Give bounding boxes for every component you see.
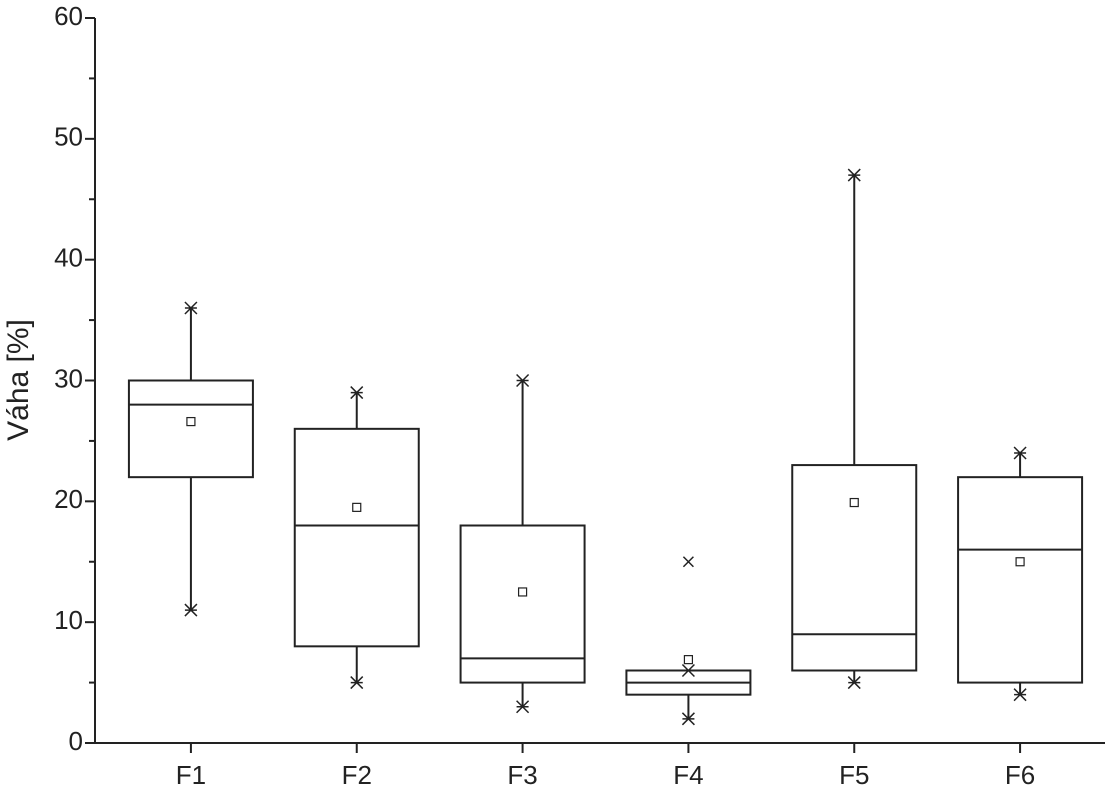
- mean: [849, 497, 859, 508]
- max-marker: [350, 386, 364, 400]
- y-tick-label: 20: [54, 484, 83, 514]
- box: [957, 476, 1084, 684]
- min-marker: [1013, 688, 1027, 702]
- max-marker: [184, 301, 198, 315]
- mean: [1015, 557, 1025, 567]
- outlier: [682, 556, 694, 568]
- x-tick-label: F1: [176, 760, 206, 790]
- box: [127, 379, 254, 479]
- box: [791, 464, 918, 672]
- min-marker: [681, 712, 695, 726]
- max-marker: [1013, 446, 1027, 460]
- x-tick-label: F5: [839, 760, 869, 790]
- box: [459, 524, 586, 684]
- mean: [352, 502, 362, 512]
- min-marker: [516, 700, 530, 714]
- y-tick-label: 60: [54, 1, 83, 31]
- max-marker: [681, 663, 695, 678]
- max-marker: [516, 373, 530, 388]
- box: [293, 427, 420, 648]
- mean: [517, 587, 528, 597]
- mean: [186, 416, 196, 427]
- y-tick-label: 0: [69, 726, 83, 756]
- x-tick-label: F4: [673, 760, 703, 790]
- mean: [683, 655, 694, 665]
- y-axis-label: Váha [%]: [2, 319, 35, 441]
- x-tick-label: F3: [507, 760, 537, 790]
- y-tick-label: 10: [54, 605, 83, 635]
- x-tick-label: F2: [342, 760, 372, 790]
- x-tick-label: F6: [1005, 760, 1035, 790]
- min-marker: [184, 603, 198, 617]
- min-marker: [847, 676, 861, 690]
- y-tick-label: 50: [54, 122, 83, 152]
- y-tick-label: 40: [54, 243, 83, 273]
- max-marker: [847, 168, 861, 182]
- y-tick-label: 30: [54, 363, 83, 393]
- min-marker: [350, 676, 364, 690]
